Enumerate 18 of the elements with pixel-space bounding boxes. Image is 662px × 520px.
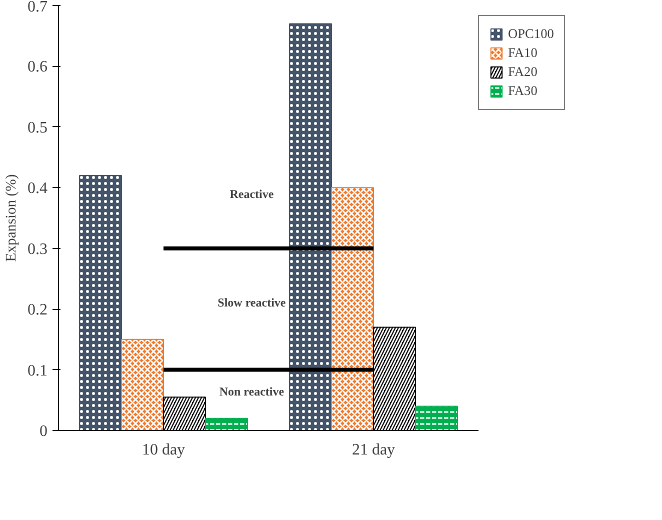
annotation: Reactive bbox=[230, 187, 274, 201]
x-tick-label: 10 day bbox=[142, 442, 186, 458]
y-tick-label: 0.4 bbox=[28, 180, 48, 198]
y-tick-label: 0.1 bbox=[28, 362, 48, 380]
x-tick-label: 21 day bbox=[352, 442, 396, 458]
legend-label: FA20 bbox=[508, 64, 538, 80]
legend-label: FA10 bbox=[508, 45, 538, 61]
y-tick-label: 0.6 bbox=[28, 58, 48, 76]
annotation: Slow reactive bbox=[218, 295, 286, 310]
legend-label: FA30 bbox=[508, 83, 538, 99]
annotation: Non reactive bbox=[219, 384, 285, 399]
y-tick-label: 0.5 bbox=[28, 119, 48, 136]
y-axis-title: Expansion (%) bbox=[4, 174, 20, 262]
y-tick-label: 0.3 bbox=[28, 240, 48, 258]
y-tick-label: 0.7 bbox=[28, 0, 48, 16]
legend-label: OPC100 bbox=[508, 26, 554, 42]
y-tick-label: 0 bbox=[40, 423, 48, 440]
y-tick-label: 0.2 bbox=[28, 302, 48, 319]
